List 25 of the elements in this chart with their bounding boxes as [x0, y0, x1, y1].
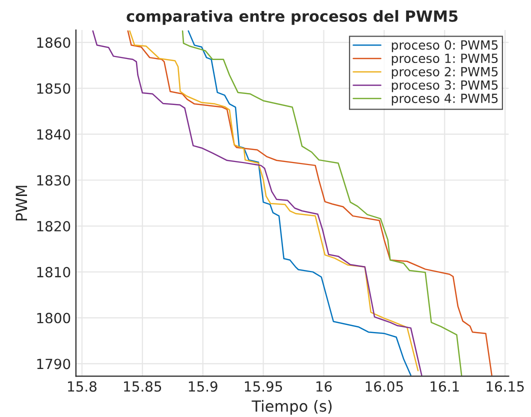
x-tick-label: 15.85 [124, 381, 162, 392]
y-tick-label: 1790 [37, 358, 70, 370]
x-tick-label: 16.15 [486, 381, 524, 392]
x-tick-label: 15.8 [68, 381, 96, 392]
x-tick-label: 16.05 [366, 381, 403, 392]
y-axis-title: PWM [16, 186, 27, 220]
y-tick-label: 1820 [37, 221, 70, 232]
y-tick-label: 1830 [37, 175, 70, 186]
legend-label: proceso 3: PWM5 [392, 80, 498, 92]
y-tick-label: 1810 [37, 266, 70, 278]
line-series [182, 30, 462, 376]
x-axis-title: Tiempo (s) [252, 400, 332, 415]
x-tick-label: 16 [316, 381, 332, 392]
y-tick-label: 1800 [37, 312, 70, 324]
y-tick-label: 1860 [37, 37, 70, 48]
legend-label: proceso 2: PWM5 [392, 66, 498, 79]
chart-title: comparativa entre procesos del PWM5 [126, 10, 458, 25]
legend-label: proceso 1: PWM5 [392, 54, 498, 66]
legend-label: proceso 0: PWM5 [392, 40, 498, 52]
y-tick-label: 1840 [37, 129, 70, 140]
x-tick-label: 15.9 [188, 381, 218, 392]
x-tick-label: 15.95 [244, 381, 282, 392]
legend-label: proceso 4: PWM5 [392, 94, 498, 106]
x-tick-label: 16.1 [430, 381, 459, 392]
y-tick-label: 1850 [37, 83, 70, 94]
